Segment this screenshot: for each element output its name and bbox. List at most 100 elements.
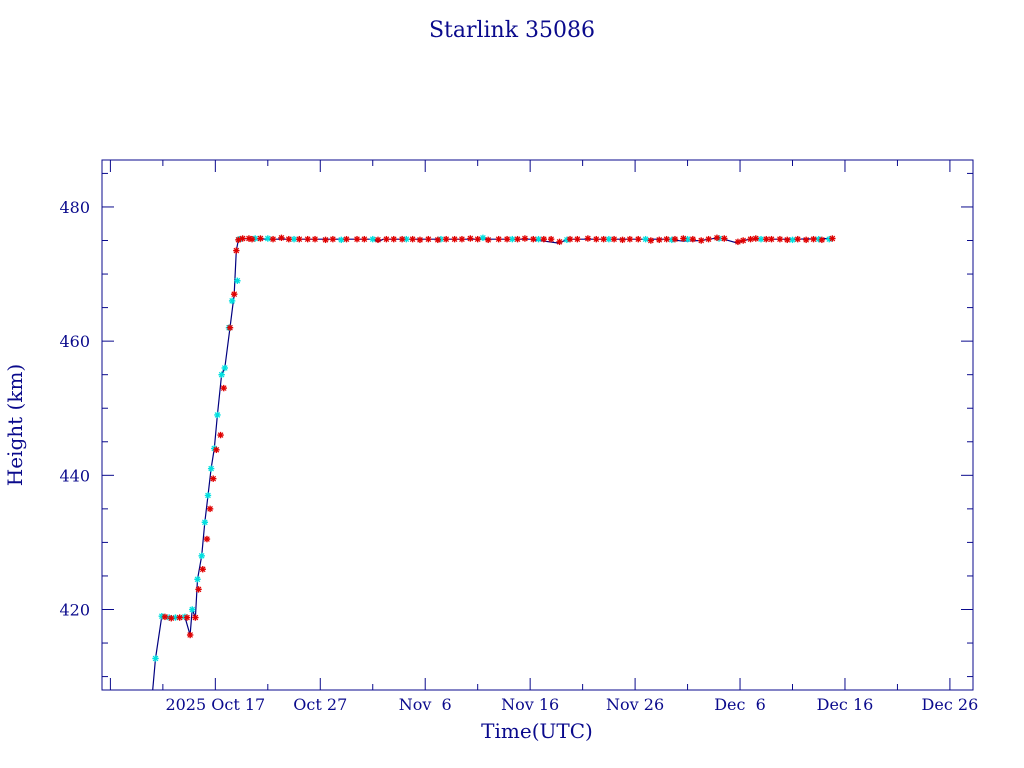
y-tick-label: 480	[59, 198, 90, 217]
data-point	[495, 235, 502, 243]
data-point	[398, 235, 406, 243]
data-point	[713, 234, 721, 242]
data-point	[383, 235, 390, 243]
data-point	[458, 235, 466, 243]
data-point	[409, 235, 416, 243]
data-point	[698, 237, 705, 244]
data-point	[343, 235, 350, 243]
data-point	[213, 446, 220, 454]
data-point	[739, 237, 747, 244]
data-point	[198, 552, 205, 560]
data-point	[434, 236, 442, 244]
data-point	[467, 235, 474, 242]
data-point	[503, 235, 511, 243]
data-point	[547, 235, 555, 243]
data-point	[152, 655, 159, 662]
x-axis-label: Time(UTC)	[481, 719, 593, 743]
data-point	[451, 235, 458, 243]
x-tick-label: 2025 Oct 17	[165, 695, 265, 714]
data-point	[186, 631, 194, 639]
data-point	[626, 235, 634, 243]
chart-title: Starlink 35086	[429, 18, 595, 43]
data-point	[210, 475, 217, 482]
data-point	[802, 236, 810, 244]
data-point	[794, 235, 801, 243]
series-red-points	[161, 234, 836, 639]
data-point	[226, 324, 234, 331]
y-tick-label: 460	[59, 332, 90, 351]
data-point	[829, 235, 836, 242]
data-point	[671, 235, 679, 243]
data-point	[192, 614, 199, 621]
data-point	[521, 235, 529, 242]
data-point	[194, 576, 201, 583]
data-point	[656, 236, 663, 244]
data-point	[322, 236, 329, 244]
x-tick-label: Nov 26	[606, 695, 664, 714]
data-point	[574, 235, 581, 243]
data-point	[556, 238, 563, 246]
data-point	[416, 236, 424, 244]
data-point	[566, 235, 574, 243]
data-point	[269, 235, 277, 243]
data-point	[161, 613, 169, 621]
data-point	[818, 236, 826, 244]
axis-ticks: 2025 Oct 17 Oct 27 Nov 6 Nov 16 Nov 26 Dec 6 D…	[59, 160, 978, 714]
data-point	[734, 238, 742, 246]
data-point	[329, 235, 337, 243]
data-point	[443, 235, 450, 243]
data-point	[584, 235, 592, 242]
y-tick-label: 440	[59, 466, 90, 485]
data-point	[189, 606, 196, 613]
data-point	[257, 235, 264, 242]
data-point	[248, 235, 256, 243]
series-cyan-points	[152, 234, 833, 662]
plot-area	[152, 234, 836, 690]
x-tick-label: Dec 16	[817, 695, 874, 714]
data-point	[763, 235, 770, 243]
data-point	[642, 235, 649, 243]
data-point	[296, 235, 303, 243]
data-point	[635, 235, 642, 243]
data-point	[484, 236, 492, 244]
x-tick-label: Oct 27	[293, 695, 347, 714]
data-point	[217, 431, 224, 439]
data-point	[176, 614, 183, 621]
data-point	[201, 519, 209, 526]
data-point	[680, 235, 687, 242]
data-point	[304, 235, 311, 243]
data-point	[233, 247, 240, 254]
data-point	[390, 235, 397, 243]
data-point	[204, 492, 212, 499]
data-point	[540, 235, 547, 243]
data-point	[593, 235, 600, 243]
data-point	[776, 235, 784, 243]
data-point	[218, 371, 225, 378]
data-point	[228, 297, 236, 305]
data-point	[705, 235, 712, 243]
data-point	[220, 384, 227, 392]
data-point	[207, 465, 215, 472]
data-point	[239, 235, 246, 242]
x-tick-label: Dec 6	[714, 695, 766, 714]
x-tick-label: Nov 16	[501, 695, 559, 714]
data-point	[479, 234, 487, 242]
data-point	[647, 237, 655, 244]
data-point	[810, 235, 817, 243]
data-point	[619, 236, 626, 244]
data-point	[752, 235, 759, 242]
data-point	[689, 235, 697, 243]
data-point	[183, 614, 191, 621]
data-point	[784, 236, 791, 244]
data-point	[285, 235, 292, 243]
data-point	[278, 234, 285, 242]
plot-frame	[101, 159, 974, 691]
data-point	[600, 235, 607, 243]
y-tick-label: 420	[59, 600, 90, 619]
data-point	[231, 290, 238, 298]
data-point	[721, 235, 728, 242]
y-axis-label: Height (km)	[3, 364, 27, 486]
series-line	[152, 237, 833, 690]
data-point	[311, 235, 319, 243]
